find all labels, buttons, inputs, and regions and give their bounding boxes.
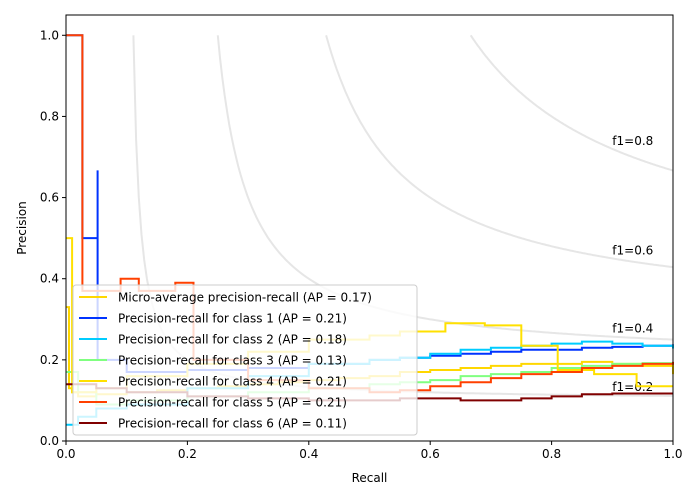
- y-tick-label: 0.0: [40, 434, 59, 448]
- iso-f1-label: f1=0.2: [612, 380, 653, 394]
- x-tick-label: 0.6: [421, 447, 440, 461]
- iso-f1-curve: [469, 34, 674, 172]
- iso-f1-curve: [216, 35, 674, 341]
- x-axis-label: Recall: [352, 471, 388, 485]
- legend: Micro-average precision-recall (AP = 0.1…: [72, 284, 418, 436]
- x-tick-label: 0.8: [542, 447, 561, 461]
- y-tick-label: 0.2: [40, 353, 59, 367]
- iso-f1-label: f1=0.6: [612, 243, 653, 257]
- iso-f1-label: f1=0.4: [612, 322, 653, 336]
- y-tick-label: 0.4: [40, 272, 59, 286]
- x-tick-label: 0.0: [56, 447, 75, 461]
- legend-label: Micro-average precision-recall (AP = 0.1…: [118, 291, 372, 305]
- legend-label: Precision-recall for class 6 (AP = 0.11): [118, 417, 347, 431]
- legend-label: Precision-recall for class 1 (AP = 0.21): [118, 312, 347, 326]
- y-tick-label: 0.6: [40, 191, 59, 205]
- legend-label: Precision-recall for class 4 (AP = 0.21): [118, 375, 347, 389]
- legend-label: Precision-recall for class 2 (AP = 0.18): [118, 333, 347, 347]
- legend-label: Precision-recall for class 5 (AP = 0.21): [118, 396, 347, 410]
- x-tick-label: 0.2: [178, 447, 197, 461]
- y-axis-ticks: 0.0 0.2 0.4 0.6 0.8 1.0: [40, 28, 66, 448]
- y-tick-label: 1.0: [40, 28, 59, 42]
- x-axis-ticks: 0.0 0.2 0.4 0.6 0.8 1.0: [56, 441, 683, 461]
- legend-label: Precision-recall for class 3 (AP = 0.13): [118, 354, 347, 368]
- iso-f1-curve: [325, 35, 674, 269]
- plot-frame: [65, 14, 674, 442]
- y-axis-label: Precision: [15, 201, 29, 255]
- y-tick-label: 0.8: [40, 109, 59, 123]
- x-tick-label: 1.0: [663, 447, 682, 461]
- x-tick-label: 0.4: [299, 447, 318, 461]
- iso-f1-label: f1=0.8: [612, 134, 653, 148]
- legend-box: [72, 284, 418, 436]
